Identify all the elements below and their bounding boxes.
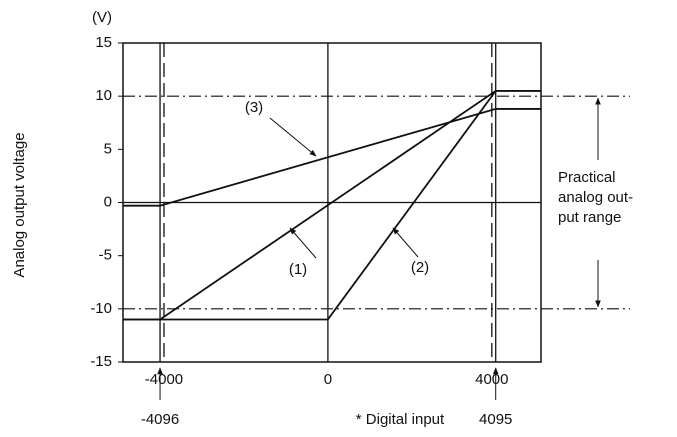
x-tick-label: -4000	[145, 371, 183, 388]
series-line	[123, 89, 541, 321]
y-unit: (V)	[92, 9, 112, 26]
x-tick-label: 0	[324, 371, 332, 388]
series-label: (1)	[289, 261, 307, 278]
y-tick-label: 5	[104, 140, 112, 157]
series-line	[123, 108, 541, 207]
range-label: analog out-	[558, 189, 633, 206]
series-label: (2)	[411, 259, 429, 276]
marker-label: -4096	[141, 411, 179, 428]
x-tick-label: 4000	[475, 371, 508, 388]
y-axis-title: Analog output voltage	[11, 132, 28, 277]
series-line	[123, 89, 541, 321]
y-tick-label: 15	[95, 34, 112, 51]
series-label: (3)	[245, 99, 263, 116]
label-arrow	[289, 227, 317, 259]
marker-label: 4095	[479, 411, 512, 428]
label-arrow	[269, 117, 317, 157]
y-tick-label: 0	[104, 193, 112, 210]
y-tick-label: -5	[99, 247, 112, 264]
range-label: Practical	[558, 169, 616, 186]
y-tick-label: -10	[90, 300, 112, 317]
y-tick-label: -15	[90, 353, 112, 370]
x-axis-title: * Digital input	[356, 411, 445, 428]
range-label: put range	[558, 209, 621, 226]
label-arrow	[392, 227, 419, 258]
y-tick-label: 10	[95, 87, 112, 104]
